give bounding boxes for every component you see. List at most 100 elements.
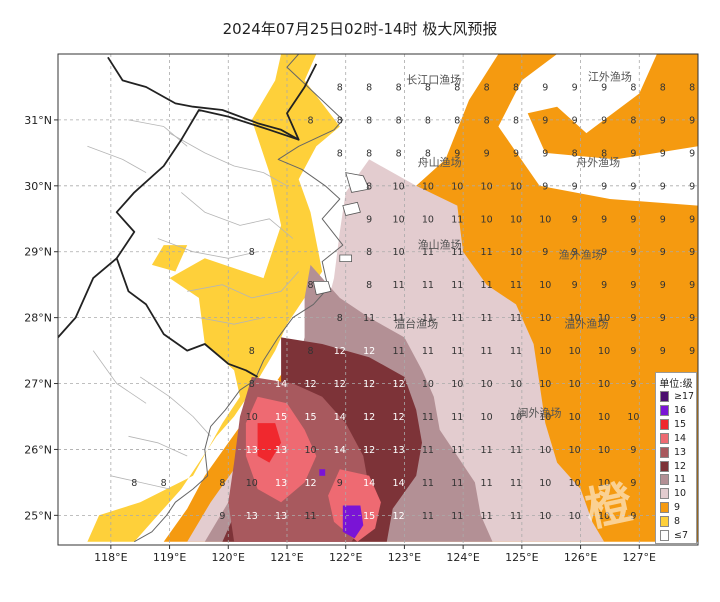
wind-level-label: 11 bbox=[422, 478, 434, 489]
wind-level-label: 11 bbox=[510, 445, 522, 456]
wind-level-label: 9 bbox=[689, 181, 695, 192]
longitude-tick-label: 123°E bbox=[388, 551, 421, 564]
fishing-ground-label: 长江口渔场 bbox=[406, 73, 461, 87]
county-border bbox=[87, 145, 147, 173]
wind-level-label: 11 bbox=[451, 346, 463, 357]
legend-item: ≤7 bbox=[660, 529, 696, 543]
wind-level-label: 10 bbox=[246, 478, 258, 489]
wind-level-label: 11 bbox=[422, 412, 434, 423]
wind-level-label: 10 bbox=[569, 412, 581, 423]
wind-level-label: 10 bbox=[569, 478, 581, 489]
wind-level-label: 9 bbox=[484, 148, 490, 159]
wind-level-label: 9 bbox=[630, 214, 636, 225]
wind-level-label: 11 bbox=[481, 511, 493, 522]
wind-level-label: 8 bbox=[337, 83, 343, 94]
wind-level-label: 10 bbox=[510, 247, 522, 258]
wind-level-label: 9 bbox=[601, 115, 607, 126]
wind-level-label: 9 bbox=[572, 280, 578, 291]
wind-level-label: 10 bbox=[539, 214, 551, 225]
longitude-tick-label: 125°E bbox=[505, 551, 538, 564]
wind-level-label: 11 bbox=[451, 247, 463, 258]
legend-item: 15 bbox=[660, 418, 696, 432]
wind-zone-level-8 bbox=[87, 54, 340, 542]
wind-level-label: 10 bbox=[569, 346, 581, 357]
wind-level-label: 14 bbox=[334, 445, 346, 456]
wind-level-label: 9 bbox=[689, 280, 695, 291]
wind-level-label: 9 bbox=[630, 379, 636, 390]
fishing-ground-label: 渔山渔场 bbox=[418, 237, 462, 251]
legend-item: ≥17 bbox=[660, 390, 696, 404]
wind-level-label: 11 bbox=[481, 346, 493, 357]
wind-level-label: 9 bbox=[542, 83, 548, 94]
wind-level-label: 9 bbox=[601, 214, 607, 225]
wind-level-label: 9 bbox=[572, 83, 578, 94]
legend-swatch bbox=[660, 418, 669, 430]
wind-level-label: 8 bbox=[249, 379, 255, 390]
legend-swatch bbox=[660, 488, 669, 500]
wind-level-label: 10 bbox=[598, 313, 610, 324]
wind-level-label: 10 bbox=[598, 412, 610, 423]
legend-item: 10 bbox=[660, 487, 696, 501]
legend-label: 8 bbox=[674, 516, 681, 528]
wind-level-label: 9 bbox=[689, 247, 695, 258]
wind-level-label: 8 bbox=[630, 83, 636, 94]
legend-label: ≥17 bbox=[674, 391, 695, 402]
wind-level-label: 9 bbox=[513, 148, 519, 159]
wind-level-label: 9 bbox=[630, 247, 636, 258]
legend-item: 14 bbox=[660, 432, 696, 446]
wind-level-label: 12 bbox=[304, 478, 316, 489]
latitude-tick-label: 25°N bbox=[24, 509, 52, 522]
wind-level-label: 9 bbox=[630, 346, 636, 357]
longitude-tick-label: 122°E bbox=[329, 551, 362, 564]
wind-level-label: 15 bbox=[363, 511, 375, 522]
wind-level-label: 11 bbox=[422, 280, 434, 291]
legend-label: 15 bbox=[674, 418, 687, 430]
wind-zone-level-16 bbox=[342, 505, 364, 539]
county-border bbox=[110, 475, 170, 490]
fishing-ground-label: 温台渔场 bbox=[394, 317, 438, 331]
legend-item: 9 bbox=[660, 501, 696, 515]
fishing-ground-label: 江外渔场 bbox=[588, 69, 632, 83]
wind-level-label: 9 bbox=[689, 313, 695, 324]
wind-level-label: 12 bbox=[363, 379, 375, 390]
wind-level-label: 9 bbox=[660, 115, 666, 126]
county-border bbox=[128, 119, 188, 147]
island bbox=[342, 201, 361, 216]
wind-level-label: 9 bbox=[542, 115, 548, 126]
wind-level-label: 12 bbox=[393, 412, 405, 423]
wind-level-label: 9 bbox=[660, 181, 666, 192]
wind-level-label: 9 bbox=[366, 214, 372, 225]
wind-level-label: 10 bbox=[246, 412, 258, 423]
longitude-tick-label: 124°E bbox=[446, 551, 479, 564]
wind-level-label: 15 bbox=[304, 412, 316, 423]
legend-swatch bbox=[660, 530, 669, 541]
wind-level-label: 13 bbox=[275, 478, 287, 489]
wind-level-label: 10 bbox=[481, 181, 493, 192]
wind-level-label: 10 bbox=[569, 445, 581, 456]
island bbox=[345, 172, 370, 193]
wind-level-label: 10 bbox=[422, 181, 434, 192]
wind-level-label: 8 bbox=[366, 148, 372, 159]
wind-level-label: 9 bbox=[572, 214, 578, 225]
legend-item: 13 bbox=[660, 446, 696, 460]
longitude-tick-label: 121°E bbox=[270, 551, 303, 564]
county-border bbox=[92, 350, 147, 404]
wind-level-label: 12 bbox=[393, 511, 405, 522]
wind-level-label: 10 bbox=[510, 181, 522, 192]
wind-level-label: 10 bbox=[569, 379, 581, 390]
legend-swatch bbox=[660, 502, 669, 514]
wind-level-label: 8 bbox=[425, 148, 431, 159]
legend-label: 9 bbox=[674, 502, 681, 514]
wind-level-label: 11 bbox=[481, 445, 493, 456]
fishing-ground-label: 温外渔场 bbox=[564, 317, 608, 331]
wind-level-label: 8 bbox=[689, 83, 695, 94]
wind-level-label: 9 bbox=[337, 478, 343, 489]
wind-level-label: 9 bbox=[660, 247, 666, 258]
wind-level-label: 10 bbox=[569, 313, 581, 324]
wind-level-label: 10 bbox=[539, 346, 551, 357]
wind-level-label: 9 bbox=[630, 478, 636, 489]
wind-level-label: 8 bbox=[366, 115, 372, 126]
wind-level-label: 8 bbox=[513, 83, 519, 94]
latitude-tick-label: 26°N bbox=[24, 443, 52, 456]
